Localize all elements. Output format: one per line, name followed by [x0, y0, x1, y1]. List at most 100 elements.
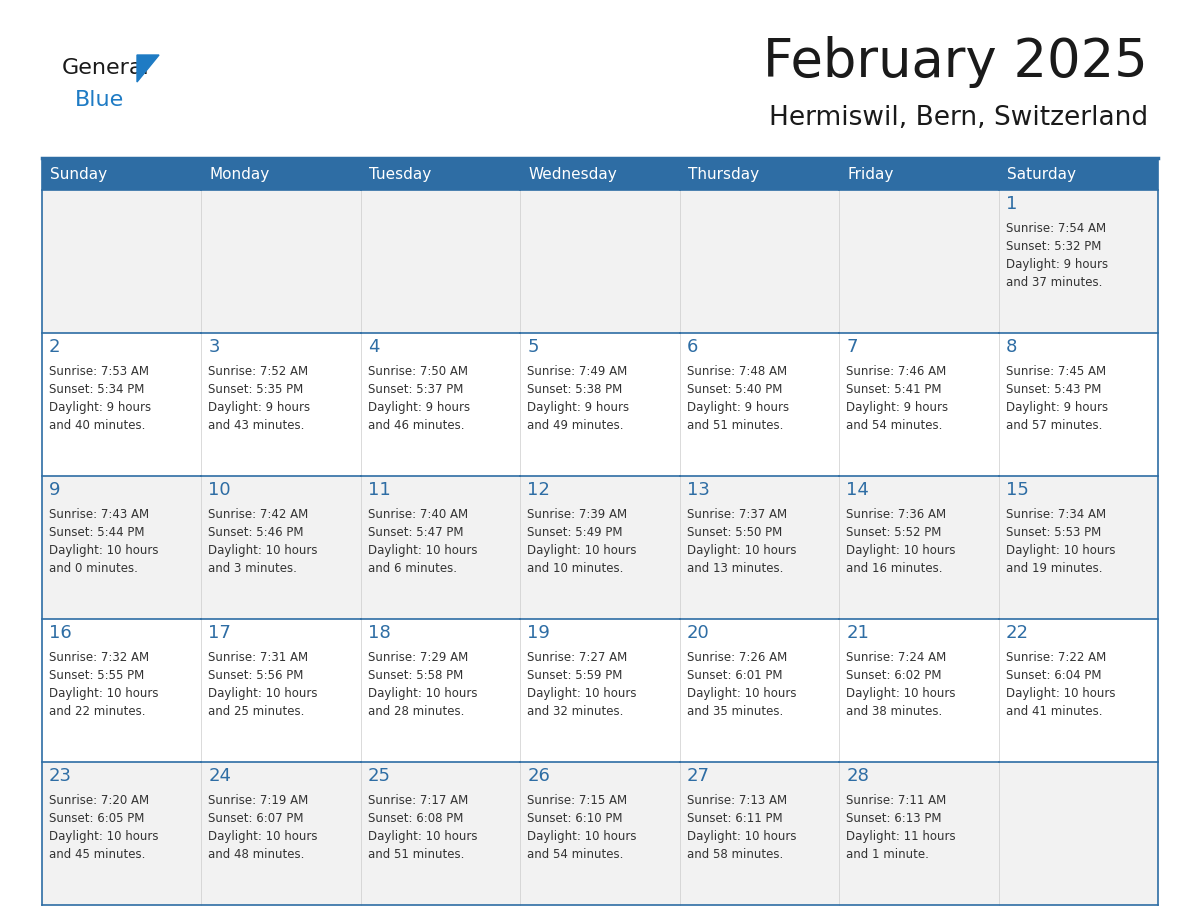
Text: Blue: Blue — [75, 90, 125, 110]
Text: 10: 10 — [208, 481, 230, 499]
Text: Sunrise: 7:42 AM
Sunset: 5:46 PM
Daylight: 10 hours
and 3 minutes.: Sunrise: 7:42 AM Sunset: 5:46 PM Dayligh… — [208, 508, 318, 575]
Text: Sunrise: 7:50 AM
Sunset: 5:37 PM
Daylight: 9 hours
and 46 minutes.: Sunrise: 7:50 AM Sunset: 5:37 PM Dayligh… — [368, 365, 470, 432]
Text: 11: 11 — [368, 481, 391, 499]
Text: Sunrise: 7:24 AM
Sunset: 6:02 PM
Daylight: 10 hours
and 38 minutes.: Sunrise: 7:24 AM Sunset: 6:02 PM Dayligh… — [846, 651, 955, 718]
Bar — [42, 333, 202, 476]
Bar — [999, 158, 1158, 190]
Bar — [361, 333, 520, 476]
Text: Sunrise: 7:39 AM
Sunset: 5:49 PM
Daylight: 10 hours
and 10 minutes.: Sunrise: 7:39 AM Sunset: 5:49 PM Dayligh… — [527, 508, 637, 575]
Text: Sunrise: 7:53 AM
Sunset: 5:34 PM
Daylight: 9 hours
and 40 minutes.: Sunrise: 7:53 AM Sunset: 5:34 PM Dayligh… — [49, 365, 151, 432]
Text: 12: 12 — [527, 481, 550, 499]
Bar — [42, 190, 202, 333]
Bar — [202, 158, 361, 190]
Text: Sunrise: 7:11 AM
Sunset: 6:13 PM
Daylight: 11 hours
and 1 minute.: Sunrise: 7:11 AM Sunset: 6:13 PM Dayligh… — [846, 794, 956, 861]
Bar — [202, 476, 361, 619]
Text: Sunrise: 7:13 AM
Sunset: 6:11 PM
Daylight: 10 hours
and 58 minutes.: Sunrise: 7:13 AM Sunset: 6:11 PM Dayligh… — [687, 794, 796, 861]
Text: 15: 15 — [1005, 481, 1029, 499]
Bar — [520, 158, 680, 190]
Text: Sunrise: 7:34 AM
Sunset: 5:53 PM
Daylight: 10 hours
and 19 minutes.: Sunrise: 7:34 AM Sunset: 5:53 PM Dayligh… — [1005, 508, 1116, 575]
Bar — [520, 762, 680, 905]
Text: 2: 2 — [49, 338, 61, 356]
Bar — [680, 190, 839, 333]
Bar — [42, 762, 202, 905]
Bar — [202, 619, 361, 762]
Text: 1: 1 — [1005, 195, 1017, 213]
Bar — [680, 476, 839, 619]
Bar — [361, 158, 520, 190]
Text: 22: 22 — [1005, 624, 1029, 642]
Text: 17: 17 — [208, 624, 232, 642]
Text: Sunrise: 7:43 AM
Sunset: 5:44 PM
Daylight: 10 hours
and 0 minutes.: Sunrise: 7:43 AM Sunset: 5:44 PM Dayligh… — [49, 508, 158, 575]
Bar — [42, 158, 202, 190]
Text: Wednesday: Wednesday — [529, 166, 617, 182]
Bar — [520, 190, 680, 333]
Text: Sunrise: 7:32 AM
Sunset: 5:55 PM
Daylight: 10 hours
and 22 minutes.: Sunrise: 7:32 AM Sunset: 5:55 PM Dayligh… — [49, 651, 158, 718]
Text: 14: 14 — [846, 481, 868, 499]
Text: Sunrise: 7:45 AM
Sunset: 5:43 PM
Daylight: 9 hours
and 57 minutes.: Sunrise: 7:45 AM Sunset: 5:43 PM Dayligh… — [1005, 365, 1107, 432]
Text: 26: 26 — [527, 767, 550, 785]
Text: Tuesday: Tuesday — [368, 166, 431, 182]
Text: 6: 6 — [687, 338, 699, 356]
Bar — [839, 476, 999, 619]
Text: Sunrise: 7:22 AM
Sunset: 6:04 PM
Daylight: 10 hours
and 41 minutes.: Sunrise: 7:22 AM Sunset: 6:04 PM Dayligh… — [1005, 651, 1116, 718]
Text: Sunrise: 7:31 AM
Sunset: 5:56 PM
Daylight: 10 hours
and 25 minutes.: Sunrise: 7:31 AM Sunset: 5:56 PM Dayligh… — [208, 651, 318, 718]
Text: Sunrise: 7:20 AM
Sunset: 6:05 PM
Daylight: 10 hours
and 45 minutes.: Sunrise: 7:20 AM Sunset: 6:05 PM Dayligh… — [49, 794, 158, 861]
Bar — [999, 333, 1158, 476]
Text: Thursday: Thursday — [688, 166, 759, 182]
Bar — [202, 190, 361, 333]
Text: Monday: Monday — [209, 166, 270, 182]
Bar — [202, 762, 361, 905]
Text: 8: 8 — [1005, 338, 1017, 356]
Bar — [361, 190, 520, 333]
Bar — [999, 762, 1158, 905]
Bar — [680, 158, 839, 190]
Text: February 2025: February 2025 — [763, 36, 1148, 88]
Bar — [839, 190, 999, 333]
Text: 21: 21 — [846, 624, 868, 642]
Text: 23: 23 — [49, 767, 72, 785]
Text: 20: 20 — [687, 624, 709, 642]
Bar — [839, 333, 999, 476]
Text: 4: 4 — [368, 338, 379, 356]
Bar — [839, 762, 999, 905]
Text: 27: 27 — [687, 767, 709, 785]
Bar — [999, 476, 1158, 619]
Text: Sunrise: 7:49 AM
Sunset: 5:38 PM
Daylight: 9 hours
and 49 minutes.: Sunrise: 7:49 AM Sunset: 5:38 PM Dayligh… — [527, 365, 630, 432]
Text: Friday: Friday — [847, 166, 893, 182]
Bar — [202, 333, 361, 476]
Bar — [839, 158, 999, 190]
Text: Sunrise: 7:37 AM
Sunset: 5:50 PM
Daylight: 10 hours
and 13 minutes.: Sunrise: 7:37 AM Sunset: 5:50 PM Dayligh… — [687, 508, 796, 575]
Text: Sunrise: 7:15 AM
Sunset: 6:10 PM
Daylight: 10 hours
and 54 minutes.: Sunrise: 7:15 AM Sunset: 6:10 PM Dayligh… — [527, 794, 637, 861]
Bar — [361, 762, 520, 905]
Polygon shape — [137, 55, 159, 82]
Bar — [361, 476, 520, 619]
Text: Sunrise: 7:48 AM
Sunset: 5:40 PM
Daylight: 9 hours
and 51 minutes.: Sunrise: 7:48 AM Sunset: 5:40 PM Dayligh… — [687, 365, 789, 432]
Text: 5: 5 — [527, 338, 539, 356]
Bar — [680, 619, 839, 762]
Text: Hermiswil, Bern, Switzerland: Hermiswil, Bern, Switzerland — [769, 105, 1148, 131]
Text: 19: 19 — [527, 624, 550, 642]
Bar — [680, 762, 839, 905]
Text: Sunrise: 7:26 AM
Sunset: 6:01 PM
Daylight: 10 hours
and 35 minutes.: Sunrise: 7:26 AM Sunset: 6:01 PM Dayligh… — [687, 651, 796, 718]
Bar — [999, 190, 1158, 333]
Bar — [520, 333, 680, 476]
Text: 7: 7 — [846, 338, 858, 356]
Text: Sunrise: 7:52 AM
Sunset: 5:35 PM
Daylight: 9 hours
and 43 minutes.: Sunrise: 7:52 AM Sunset: 5:35 PM Dayligh… — [208, 365, 310, 432]
Text: Sunrise: 7:19 AM
Sunset: 6:07 PM
Daylight: 10 hours
and 48 minutes.: Sunrise: 7:19 AM Sunset: 6:07 PM Dayligh… — [208, 794, 318, 861]
Text: Sunrise: 7:54 AM
Sunset: 5:32 PM
Daylight: 9 hours
and 37 minutes.: Sunrise: 7:54 AM Sunset: 5:32 PM Dayligh… — [1005, 222, 1107, 289]
Text: Sunrise: 7:40 AM
Sunset: 5:47 PM
Daylight: 10 hours
and 6 minutes.: Sunrise: 7:40 AM Sunset: 5:47 PM Dayligh… — [368, 508, 478, 575]
Text: Sunday: Sunday — [50, 166, 107, 182]
Text: Sunrise: 7:27 AM
Sunset: 5:59 PM
Daylight: 10 hours
and 32 minutes.: Sunrise: 7:27 AM Sunset: 5:59 PM Dayligh… — [527, 651, 637, 718]
Bar — [520, 476, 680, 619]
Text: 24: 24 — [208, 767, 232, 785]
Text: Sunrise: 7:46 AM
Sunset: 5:41 PM
Daylight: 9 hours
and 54 minutes.: Sunrise: 7:46 AM Sunset: 5:41 PM Dayligh… — [846, 365, 948, 432]
Text: Sunrise: 7:36 AM
Sunset: 5:52 PM
Daylight: 10 hours
and 16 minutes.: Sunrise: 7:36 AM Sunset: 5:52 PM Dayligh… — [846, 508, 955, 575]
Bar — [680, 333, 839, 476]
Text: 3: 3 — [208, 338, 220, 356]
Text: 13: 13 — [687, 481, 709, 499]
Text: 18: 18 — [368, 624, 391, 642]
Text: Sunrise: 7:29 AM
Sunset: 5:58 PM
Daylight: 10 hours
and 28 minutes.: Sunrise: 7:29 AM Sunset: 5:58 PM Dayligh… — [368, 651, 478, 718]
Text: 25: 25 — [368, 767, 391, 785]
Bar — [999, 619, 1158, 762]
Text: 16: 16 — [49, 624, 71, 642]
